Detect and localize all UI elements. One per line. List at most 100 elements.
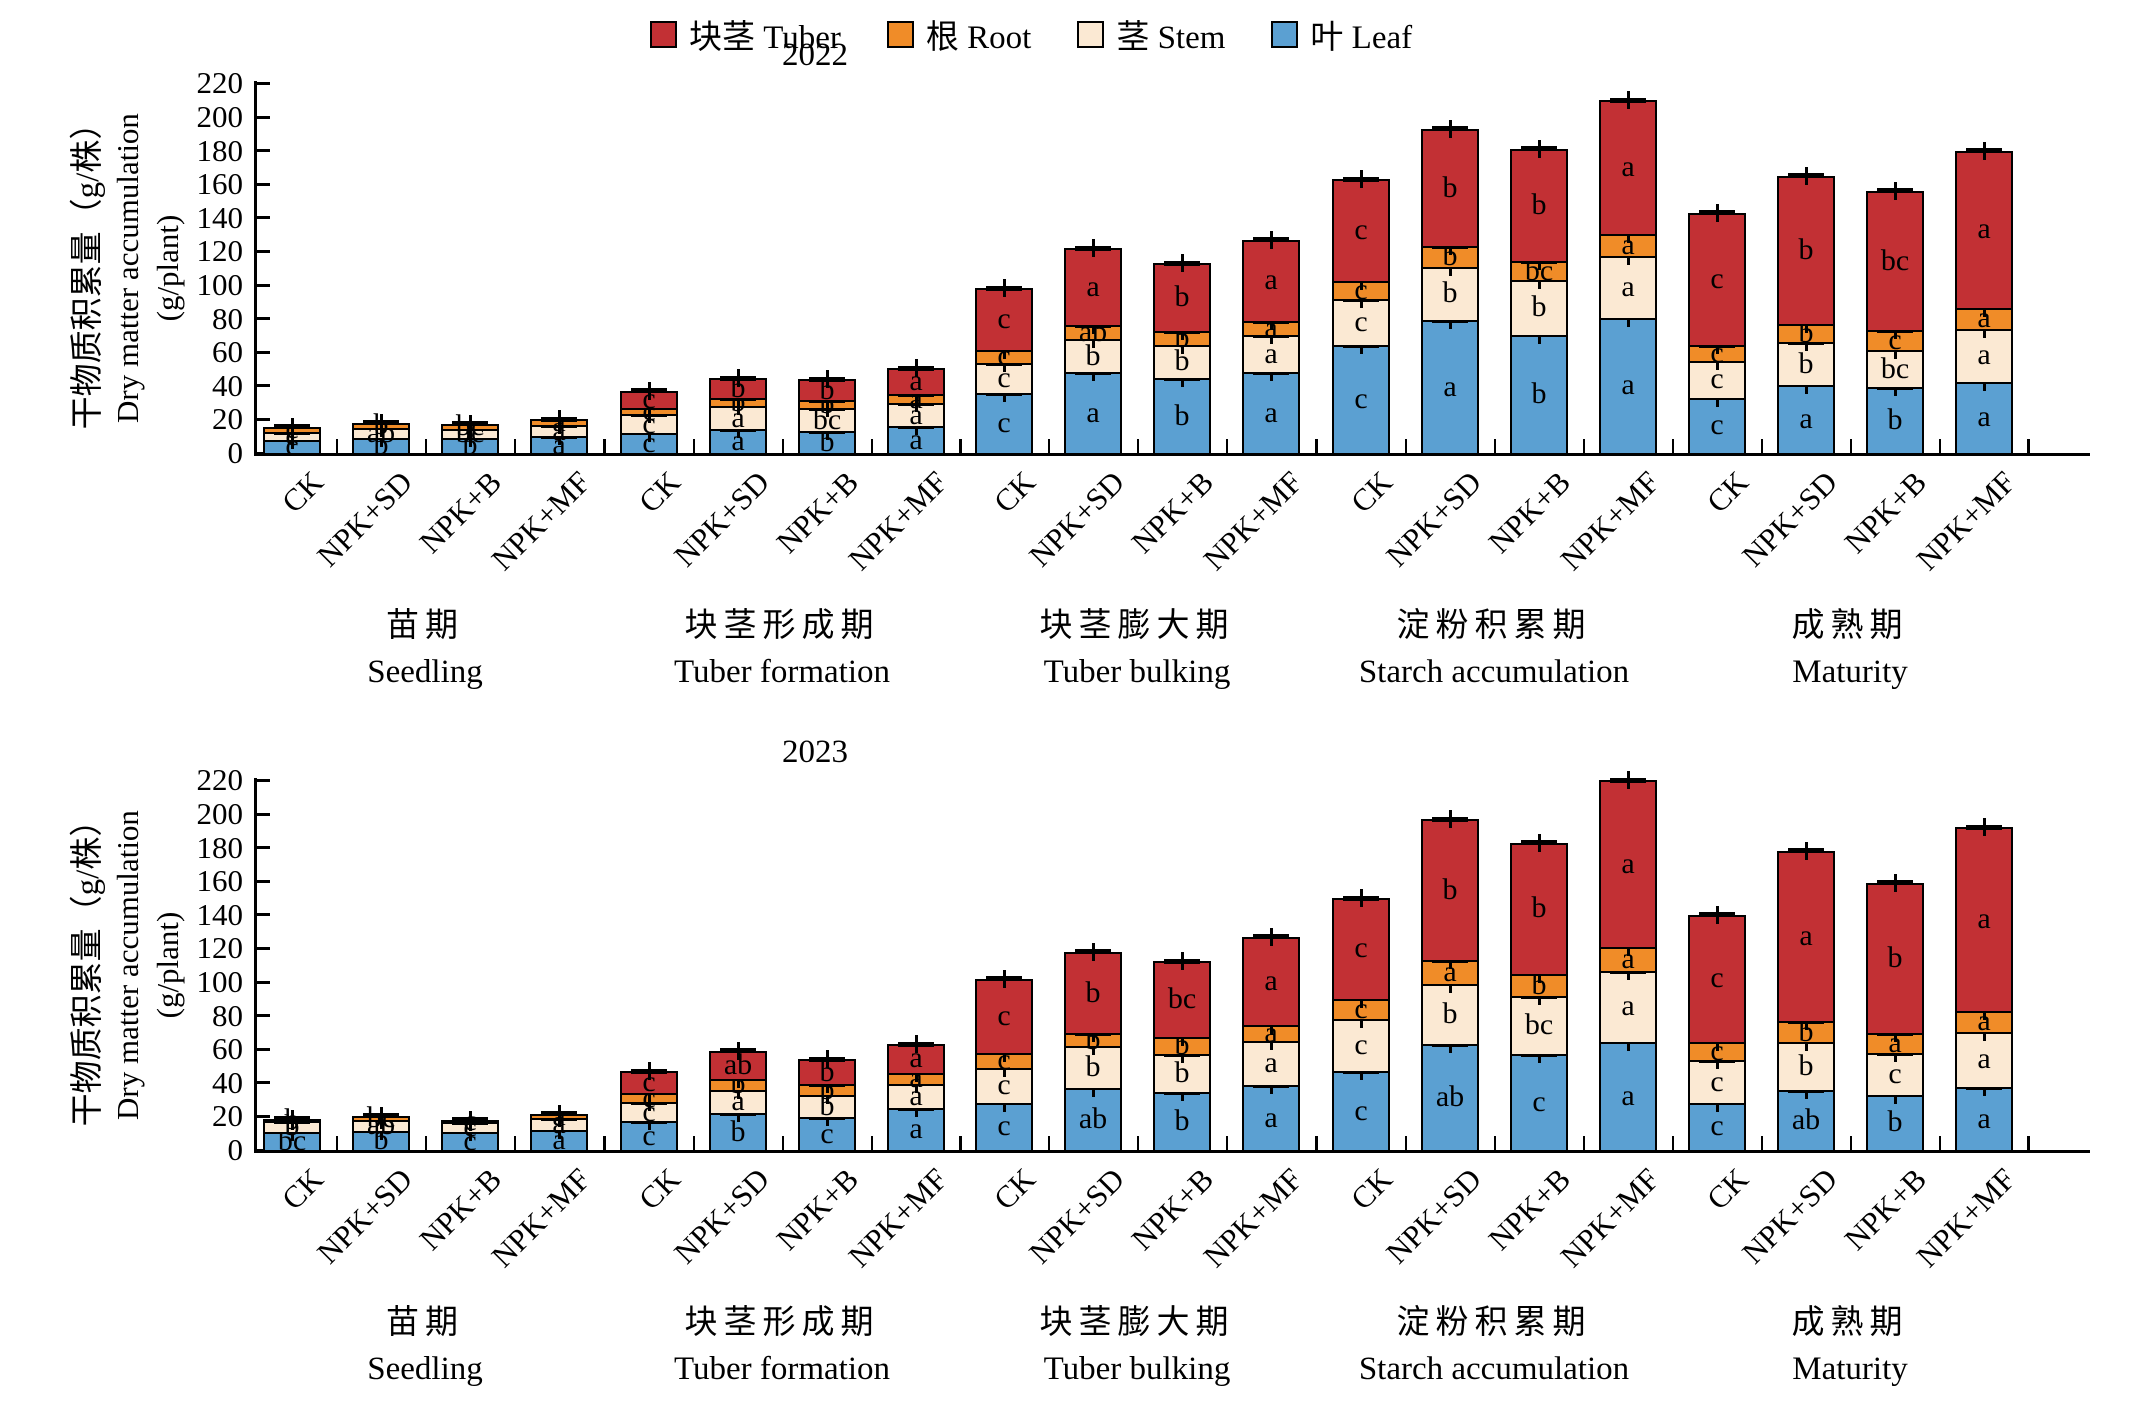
sig-letter-stem: b bbox=[1442, 276, 1458, 310]
sig-letter-stem: a bbox=[1264, 1046, 1278, 1080]
stage-label-en: Tuber formation bbox=[673, 654, 890, 690]
sig-letter-stem: c bbox=[997, 1068, 1011, 1102]
error-bar-cap bbox=[363, 420, 399, 426]
bar-segment-leaf bbox=[1955, 381, 2013, 455]
stage-label-zh: 成熟期 bbox=[1791, 608, 1909, 644]
x-minor-tick bbox=[1136, 439, 1139, 453]
sig-letter-leaf: b bbox=[1174, 398, 1190, 432]
error-bar-cap bbox=[1699, 912, 1735, 918]
sig-letter-stem: b bbox=[1174, 344, 1190, 378]
sig-letter-stem: a bbox=[1977, 338, 1991, 372]
sig-letter-leaf: b bbox=[1531, 376, 1547, 410]
sig-letter-leaf: a bbox=[1977, 400, 1991, 434]
sig-letter-stem: b bbox=[819, 1088, 835, 1122]
y-tick-label: 40 bbox=[212, 1064, 243, 1100]
sig-letter-leaf: a bbox=[1977, 1101, 1991, 1135]
sig-letter-tuber: bc bbox=[1167, 981, 1197, 1015]
sig-letter-leaf: c bbox=[1354, 1093, 1368, 1127]
sig-letter-tuber: b bbox=[1442, 872, 1458, 906]
bar-segment-stem bbox=[1332, 1018, 1390, 1074]
y-tick bbox=[257, 249, 270, 253]
stage-label-en: Seedling bbox=[367, 654, 483, 690]
stage-label-zh: 成熟期 bbox=[1791, 1305, 1909, 1341]
y-tick-label: 40 bbox=[212, 367, 243, 403]
stage-label: 苗期 Seedling bbox=[205, 603, 645, 695]
stage-label: 苗期 Seedling bbox=[205, 1300, 645, 1392]
panel-title-2023: 2023 bbox=[782, 734, 848, 771]
error-bar-cap bbox=[1075, 949, 1111, 955]
sig-letter-leaf: c bbox=[1354, 382, 1368, 416]
sig-letter-leaf: c bbox=[997, 1109, 1011, 1143]
bar-segment-stem bbox=[1510, 279, 1568, 337]
legend-swatch-stem bbox=[1077, 20, 1105, 48]
sig-letter-tuber: b bbox=[1085, 975, 1101, 1009]
bar-segment-leaf bbox=[1421, 320, 1479, 455]
sig-letter-tuber: c bbox=[1710, 961, 1724, 995]
sig-letter-leaf: c bbox=[642, 1118, 656, 1152]
y-tick-label: 220 bbox=[196, 762, 244, 798]
error-bar-cap bbox=[1877, 188, 1913, 194]
x-minor-tick bbox=[1047, 1136, 1050, 1150]
stage-label-zh: 淀粉积累期 bbox=[1396, 1305, 1592, 1341]
error-bar-cap bbox=[1432, 816, 1468, 822]
legend-item: 块茎 Tuber bbox=[650, 10, 841, 58]
sig-letter-tuber: a bbox=[1977, 212, 1991, 246]
legend-label-root: 根 Root bbox=[925, 20, 1032, 56]
sig-letter-root: a bbox=[1621, 941, 1635, 975]
legend-swatch-leaf bbox=[1271, 20, 1299, 48]
error-bar-cap bbox=[1253, 934, 1289, 940]
error-bar-cap bbox=[452, 1117, 488, 1123]
sig-letter-stem: b bbox=[1085, 338, 1101, 372]
bar-segment-tuber bbox=[975, 288, 1033, 352]
x-minor-tick bbox=[603, 1136, 606, 1150]
bar-segment-leaf bbox=[1955, 1087, 2013, 1152]
bar-segment-tuber bbox=[1599, 100, 1657, 236]
sig-letter-leaf: b bbox=[819, 425, 835, 459]
sig-letter-leaf: a bbox=[909, 422, 923, 456]
sig-letter-stem: bc bbox=[1524, 1008, 1554, 1042]
bar-segment-leaf bbox=[1777, 1090, 1835, 1152]
x-minor-tick bbox=[424, 439, 427, 453]
y-tick-label: 140 bbox=[196, 896, 244, 932]
error-bar-cap bbox=[274, 424, 310, 430]
x-minor-tick bbox=[1315, 439, 1318, 453]
bar-segment-stem bbox=[1688, 360, 1746, 400]
bar-segment-stem bbox=[1421, 266, 1479, 323]
bar-segment-leaf bbox=[1064, 372, 1122, 455]
sig-letter-stem: a bbox=[909, 397, 923, 431]
y-axis-label-zh: 干物质积累量（g/株） bbox=[70, 803, 106, 1127]
y-tick-label: 60 bbox=[212, 1031, 243, 1067]
bar-segment-root bbox=[1421, 960, 1479, 986]
sig-letter-tuber: a bbox=[1264, 963, 1278, 997]
y-tick-label: 160 bbox=[196, 863, 244, 899]
y-tick-label: 180 bbox=[196, 132, 244, 168]
bar-segment-tuber bbox=[1242, 936, 1300, 1027]
y-tick-label: 20 bbox=[212, 1098, 243, 1134]
y-tick-label: 0 bbox=[227, 435, 244, 470]
stage-label: 块茎形成期 Tuber formation bbox=[562, 1300, 1002, 1392]
sig-letter-tuber: bc bbox=[1880, 243, 1910, 277]
sig-letter-stem: c bbox=[1354, 1028, 1368, 1061]
sig-letter-stem: c bbox=[1354, 305, 1368, 339]
legend-label-stem: 茎 Stem bbox=[1116, 20, 1226, 56]
sig-letter-tuber: a bbox=[1086, 269, 1100, 303]
bar-segment-tuber bbox=[1599, 780, 1657, 949]
error-bar-cap bbox=[1075, 245, 1111, 251]
error-bar-cap bbox=[1432, 126, 1468, 132]
sig-letter-leaf: c bbox=[1710, 408, 1724, 442]
sig-letter-tuber: c bbox=[642, 1064, 656, 1098]
x-minor-tick bbox=[692, 439, 695, 453]
stage-label-en: Tuber formation bbox=[673, 1351, 890, 1387]
sig-letter-root: b bbox=[1531, 967, 1547, 1001]
bar-segment-leaf bbox=[1153, 378, 1211, 455]
error-bar-cap bbox=[1788, 848, 1824, 854]
x-minor-tick bbox=[1136, 1136, 1139, 1150]
bar-segment-tuber bbox=[1866, 190, 1924, 333]
y-tick-label: 20 bbox=[212, 401, 243, 437]
error-bar-cap bbox=[1343, 176, 1379, 182]
y-tick bbox=[257, 81, 270, 85]
error-bar-cap bbox=[986, 285, 1022, 291]
sig-letter-stem: b bbox=[1442, 996, 1458, 1030]
stage-label-zh: 块茎形成期 bbox=[684, 608, 880, 644]
bar-segment-leaf bbox=[1688, 1102, 1746, 1152]
